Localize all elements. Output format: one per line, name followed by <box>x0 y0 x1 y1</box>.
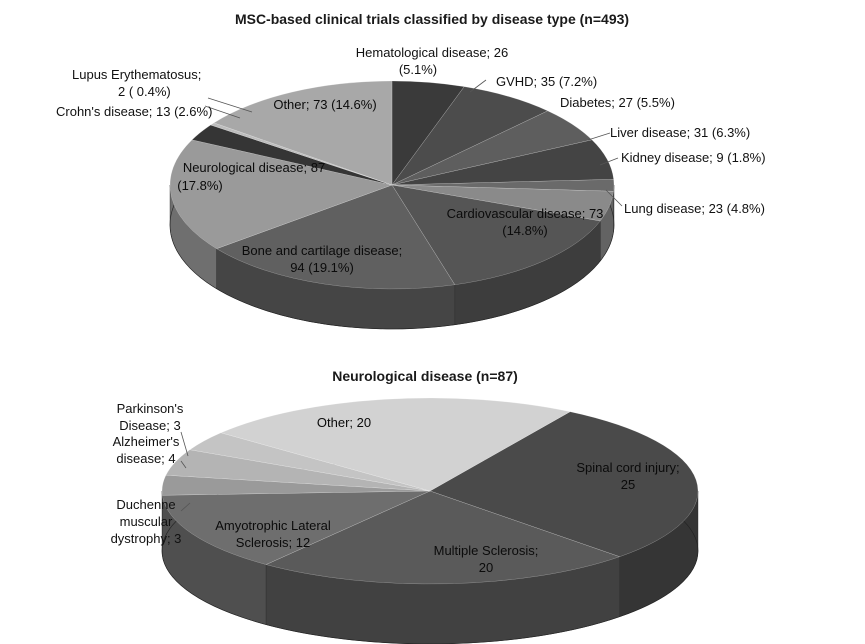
chart1-labels: Hematological disease; 26 (5.1%) GVHD; 3… <box>56 45 766 275</box>
chart1-label-gvhd: GVHD; 35 (7.2%) <box>496 74 597 89</box>
chart2-label-parkinsons: Parkinson's <box>117 401 184 416</box>
chart1-label-lupus: Lupus Erythematosus; <box>72 67 201 82</box>
chart1-label-neurological-pct: (17.8%) <box>177 178 223 193</box>
chart2-label-als-value: Sclerosis; 12 <box>236 535 310 550</box>
chart1-label-diabetes: Diabetes; 27 (5.5%) <box>560 95 675 110</box>
chart2-label-duchenne-3: dystrophy; 3 <box>111 531 182 546</box>
chart1-slice-neurological-disease <box>169 139 393 250</box>
chart2-slice-parkinson-s-disease <box>189 432 431 492</box>
chart2-leader-lines <box>180 431 191 512</box>
chart1-slice-hematological-disease <box>391 80 465 186</box>
chart1-label-cardiovascular-pct: (14.8%) <box>502 223 548 238</box>
chart2-slice-amyotrophic-lateral-sclerosis <box>161 490 431 565</box>
chart1-slice-kidney-disease <box>391 179 615 192</box>
chart2-title: Neurological disease (n=87) <box>332 368 518 384</box>
chart2-slice-spinal-cord-injury <box>429 411 699 557</box>
chart1-slice-liver-disease <box>391 139 614 186</box>
chart2-slice-other <box>220 397 571 492</box>
chart2-label-alzheimers-2: disease; 4 <box>116 451 175 466</box>
chart1-label-crohns: Crohn's disease; 13 (2.6%) <box>56 104 212 119</box>
chart2-label-duchenne: Duchenne <box>116 497 175 512</box>
chart1-leader-4 <box>204 105 241 119</box>
chart1-title: MSC-based clinical trials classified by … <box>235 11 629 27</box>
chart1-leader-1 <box>587 132 611 141</box>
chart1-pie-top <box>169 80 615 290</box>
chart1-label-neurological: Neurological disease; 87 <box>183 160 325 175</box>
chart2-leader-2 <box>180 502 191 512</box>
chart2-label-duchenne-2: muscular <box>120 514 173 529</box>
chart2-label-alzheimers: Alzheimer's <box>113 434 180 449</box>
chart1-label-bone-pct: 94 (19.1%) <box>290 260 354 275</box>
chart1-label-other: Other; 73 (14.6%) <box>273 97 376 112</box>
chart2-pie-top <box>161 397 699 585</box>
chart2-leader-0 <box>180 431 189 457</box>
chart2-label-ms: Multiple Sclerosis; <box>434 543 539 558</box>
chart1-slice-bone-and-cartilage-disease <box>215 184 456 290</box>
chart1-leader-0 <box>469 79 487 93</box>
chart1-label-bone: Bone and cartilage disease; <box>242 243 402 258</box>
chart2-label-spinal: Spinal cord injury; <box>576 460 679 475</box>
chart1-label-cardiovascular: Cardiovascular disease; 73 <box>447 206 604 221</box>
chart1-slice-gvhd <box>391 86 549 186</box>
chart2-label-parkinsons-2: Disease; 3 <box>119 418 180 433</box>
chart2-slice-multiple-sclerosis <box>265 490 621 585</box>
chart1-slice-other <box>213 80 393 186</box>
chart2-slice-duchenne-muscular-dystrophy <box>161 474 431 496</box>
chart1-leader-3 <box>605 189 623 207</box>
chart2-slice-alzheimer-s-disease <box>165 449 431 492</box>
chart2-leader-1 <box>180 460 187 469</box>
chart1-slice-lupus-erythematosus <box>210 122 393 186</box>
chart1-label-kidney: Kidney disease; 9 (1.8%) <box>621 150 766 165</box>
chart1-leader-5 <box>207 97 253 113</box>
chart1-leader-2 <box>599 157 619 166</box>
chart2-label-ms-value: 20 <box>479 560 493 575</box>
chart1-leader-lines <box>204 79 623 207</box>
chart2-label-other: Other; 20 <box>317 415 371 430</box>
chart1-slice-diabetes <box>391 110 593 186</box>
chart1-label-hematological: Hematological disease; 26 <box>356 45 508 60</box>
chart1-slice-crohn-s-disease <box>191 124 393 186</box>
chart1-slice-lung-disease <box>391 184 614 222</box>
chart1-label-lung: Lung disease; 23 (4.8%) <box>624 201 765 216</box>
chart2-label-als: Amyotrophic Lateral <box>215 518 331 533</box>
chart1-slice-cardiovascular-disease <box>391 184 601 286</box>
chart1-label-liver: Liver disease; 31 (6.3%) <box>610 125 750 140</box>
chart2-labels: Spinal cord injury; 25 Multiple Sclerosi… <box>111 401 680 575</box>
chart1-label-lupus-pct: 2 ( 0.4%) <box>118 84 171 99</box>
chart2-pie-sides <box>161 457 699 644</box>
chart2-label-spinal-value: 25 <box>621 477 635 492</box>
chart1-label-hematological-pct: (5.1%) <box>399 62 437 77</box>
